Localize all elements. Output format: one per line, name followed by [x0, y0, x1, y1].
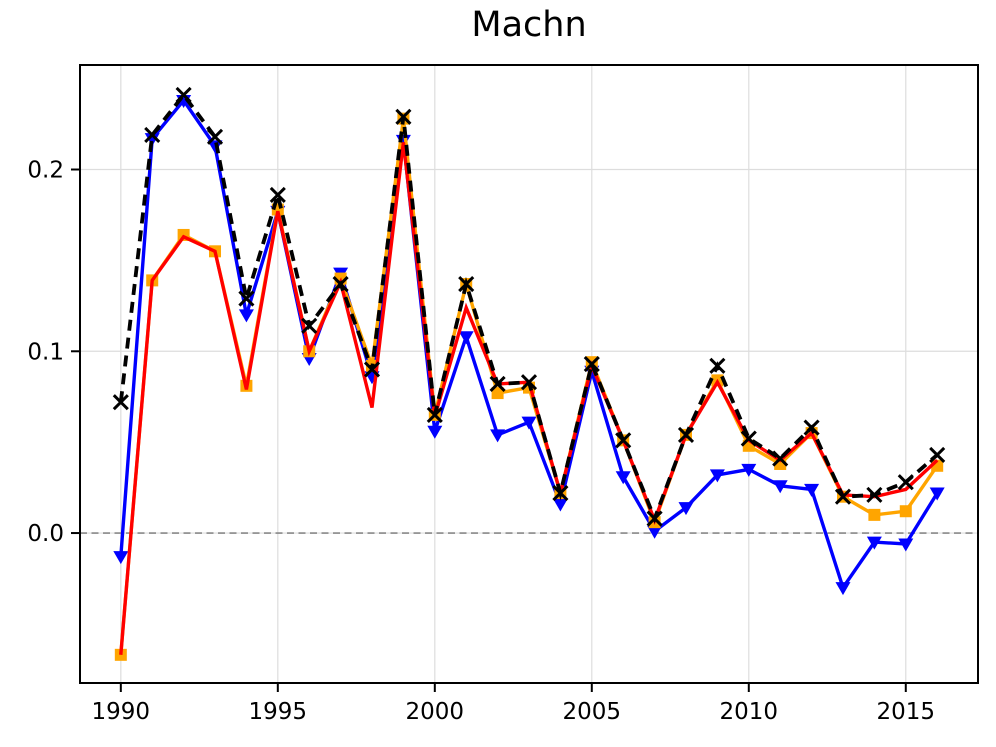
x-marker — [395, 108, 412, 125]
triangle-down-marker — [709, 469, 725, 483]
x-tick-label: 1995 — [249, 699, 308, 725]
triangle-down-marker — [678, 502, 694, 516]
triangle-down-marker — [521, 416, 537, 430]
series-black-dashed-x — [112, 86, 946, 527]
triangle-down-marker — [647, 525, 663, 539]
x-marker — [520, 374, 538, 391]
triangle-down-marker — [615, 471, 631, 485]
axes-frame — [79, 64, 979, 684]
x-marker — [740, 430, 757, 447]
plot-area — [80, 65, 978, 683]
triangle-down-marker — [144, 133, 160, 147]
x-marker — [112, 394, 129, 411]
x-tick-label: 1990 — [92, 699, 151, 725]
x-marker — [458, 275, 475, 293]
x-marker — [144, 126, 161, 144]
x-marker — [929, 446, 946, 463]
x-tick-label: 2015 — [877, 699, 936, 725]
x-marker — [897, 474, 914, 491]
tick-marks — [71, 168, 907, 692]
triangle-down-marker — [238, 309, 254, 323]
x-marker — [615, 432, 632, 449]
y-tick-label: 0.2 — [27, 158, 64, 184]
x-marker — [834, 488, 852, 505]
chart-title: Machn — [471, 5, 587, 45]
x-marker — [363, 361, 381, 378]
square-marker — [114, 648, 127, 661]
square-marker — [868, 508, 881, 521]
triangle-down-marker — [490, 429, 506, 443]
x-marker — [238, 290, 255, 307]
x-marker — [772, 450, 789, 467]
x-marker — [269, 186, 286, 204]
triangle-down-marker — [427, 425, 443, 439]
x-marker — [583, 355, 600, 373]
x-tick-label: 2010 — [720, 699, 779, 725]
y-tick-label: 0.1 — [27, 339, 64, 365]
x-marker — [301, 317, 318, 334]
triangle-down-marker — [113, 551, 129, 565]
x-marker — [646, 510, 663, 527]
square-marker — [491, 387, 504, 400]
triangle-down-marker — [929, 487, 945, 501]
triangle-down-marker — [772, 480, 788, 494]
x-marker — [677, 426, 695, 443]
x-marker — [866, 486, 883, 503]
triangle-down-marker — [741, 463, 757, 477]
triangle-down-marker — [835, 582, 851, 596]
x-tick-label: 2000 — [406, 699, 465, 725]
y-tick-label: 0.0 — [27, 521, 64, 547]
triangle-down-marker — [866, 536, 882, 550]
x-marker — [489, 375, 506, 393]
x-marker — [206, 128, 224, 145]
triangle-down-marker — [898, 538, 914, 552]
triangle-down-marker — [458, 331, 474, 345]
x-marker — [332, 275, 349, 293]
triangle-down-marker — [804, 483, 820, 497]
triangle-down-marker — [207, 140, 223, 154]
x-marker — [175, 86, 192, 104]
x-tick-label: 2005 — [563, 699, 622, 725]
triangle-down-marker — [552, 498, 568, 512]
x-marker — [803, 419, 820, 436]
square-marker — [899, 505, 912, 518]
x-marker — [552, 484, 569, 502]
x-marker — [709, 357, 726, 374]
x-marker — [426, 406, 443, 423]
